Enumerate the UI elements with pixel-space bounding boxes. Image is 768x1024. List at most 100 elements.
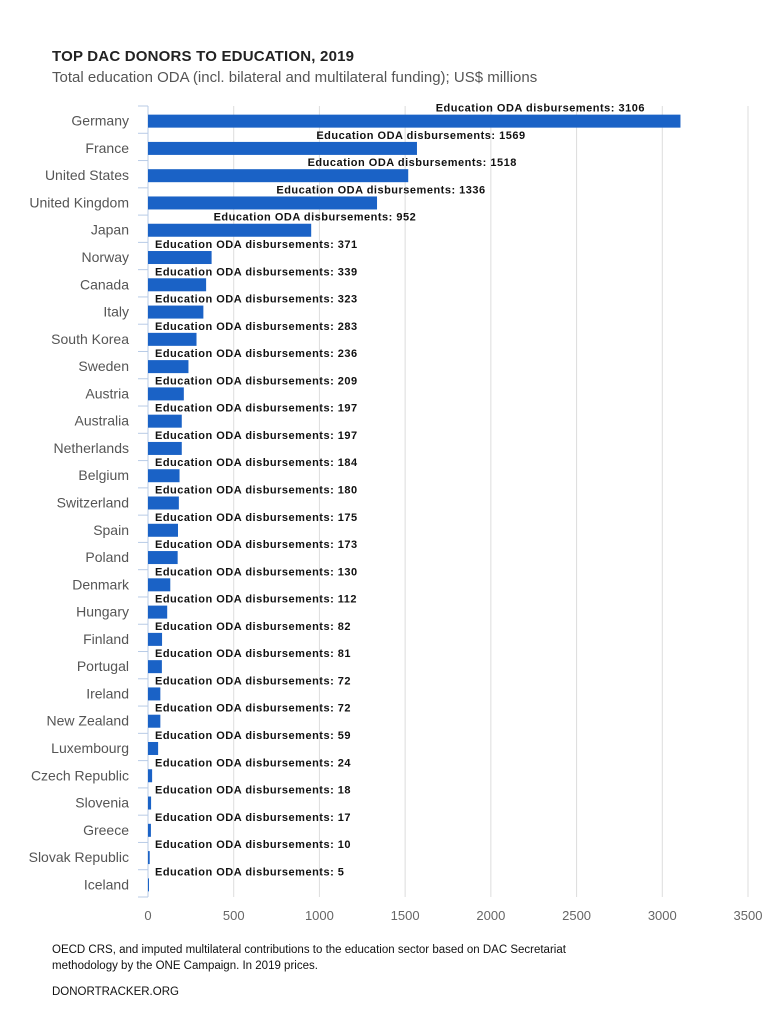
bar — [148, 660, 162, 674]
bar-chart: 0 500 1000 1500 2000 2500 3000 3500 Germany Educa… — [29, 103, 763, 923]
category-label: Norway — [82, 249, 129, 265]
bar — [148, 741, 159, 755]
data-label: Education ODA disbursements: 82 — [155, 621, 351, 633]
category-label: South Korea — [51, 331, 129, 347]
bar — [148, 496, 179, 510]
category-label: Ireland — [86, 685, 129, 701]
category-label: France — [85, 140, 129, 156]
data-label: Education ODA disbursements: 236 — [155, 348, 358, 360]
category-label: Iceland — [84, 876, 129, 892]
category-label: Canada — [80, 276, 129, 292]
data-label: Education ODA disbursements: 209 — [155, 375, 358, 387]
data-label: Education ODA disbursements: 371 — [155, 239, 358, 251]
data-label: Education ODA disbursements: 72 — [155, 703, 351, 715]
bar — [148, 796, 152, 810]
category-label: Slovak Republic — [29, 849, 129, 865]
data-label: Education ODA disbursements: 5 — [155, 866, 344, 878]
x-tick-label: 3000 — [648, 908, 677, 923]
x-tick-label: 2000 — [476, 908, 505, 923]
bar — [148, 169, 409, 183]
bar — [148, 196, 378, 210]
data-label: Education ODA disbursements: 197 — [155, 403, 358, 415]
site-credit: DONORTRACKER.ORG — [52, 986, 179, 998]
category-label: Finland — [83, 631, 129, 647]
category-label: United Kingdom — [29, 194, 129, 210]
bar — [148, 878, 149, 892]
category-label: Switzerland — [57, 495, 129, 511]
bar — [148, 714, 161, 728]
category-label: Czech Republic — [31, 767, 129, 783]
data-label: Education ODA disbursements: 24 — [155, 757, 351, 769]
bar — [148, 687, 161, 701]
data-label: Education ODA disbursements: 1336 — [276, 184, 485, 196]
bar — [148, 141, 417, 155]
chart-subtitle: Total education ODA (incl. bilateral and… — [52, 69, 538, 86]
category-label: Portugal — [77, 658, 129, 674]
x-tick-label: 0 — [144, 908, 151, 923]
data-label: Education ODA disbursements: 10 — [155, 839, 351, 851]
category-label: Poland — [85, 549, 129, 565]
data-label: Education ODA disbursements: 3106 — [436, 103, 645, 115]
data-label: Education ODA disbursements: 130 — [155, 566, 358, 578]
category-label: Slovenia — [75, 795, 129, 811]
category-label: Hungary — [76, 604, 129, 620]
bar — [148, 632, 163, 646]
bar — [148, 223, 312, 237]
category-label: Italy — [103, 304, 129, 320]
bar — [148, 523, 178, 537]
source-note: OECD CRS, and imputed multilateral contr… — [52, 944, 566, 972]
bar — [148, 251, 212, 265]
bar — [148, 469, 180, 483]
category-label: Luxembourg — [51, 740, 129, 756]
data-label: Education ODA disbursements: 59 — [155, 730, 351, 742]
bar — [148, 360, 189, 374]
data-label: Education ODA disbursements: 72 — [155, 675, 351, 687]
data-label: Education ODA disbursements: 17 — [155, 812, 351, 824]
x-tick-label: 500 — [223, 908, 245, 923]
chart-title: TOP DAC DONORS TO EDUCATION, 2019 — [52, 48, 355, 65]
bar — [148, 769, 153, 783]
bar — [148, 441, 182, 455]
bar — [148, 332, 197, 346]
category-label: Netherlands — [54, 440, 130, 456]
bar — [148, 823, 151, 837]
data-label: Education ODA disbursements: 175 — [155, 512, 358, 524]
data-label: Education ODA disbursements: 173 — [155, 539, 358, 551]
x-tick-label: 2500 — [562, 908, 591, 923]
bar — [148, 387, 184, 401]
category-label: Greece — [83, 822, 129, 838]
category-label: Australia — [75, 413, 130, 429]
category-label: Japan — [91, 222, 129, 238]
x-tick-label: 1000 — [305, 908, 334, 923]
data-label: Education ODA disbursements: 197 — [155, 430, 358, 442]
bar — [148, 278, 207, 292]
data-label: Education ODA disbursements: 18 — [155, 785, 351, 797]
bar — [148, 551, 178, 565]
category-label: Sweden — [78, 358, 129, 374]
bar — [148, 851, 150, 865]
bar — [148, 578, 171, 592]
data-label: Education ODA disbursements: 1569 — [316, 130, 525, 142]
category-label: Spain — [93, 522, 129, 538]
bar — [148, 305, 204, 319]
category-label: Germany — [71, 113, 129, 129]
data-label: Education ODA disbursements: 1518 — [308, 157, 517, 169]
data-label: Education ODA disbursements: 184 — [155, 457, 358, 469]
bar — [148, 605, 168, 619]
data-label: Education ODA disbursements: 952 — [214, 212, 417, 224]
data-label: Education ODA disbursements: 283 — [155, 321, 358, 333]
category-label: United States — [45, 167, 129, 183]
category-label: Belgium — [78, 467, 129, 483]
data-label: Education ODA disbursements: 323 — [155, 294, 358, 306]
bar — [148, 114, 681, 128]
data-label: Education ODA disbursements: 339 — [155, 266, 358, 278]
category-label: Austria — [85, 385, 129, 401]
x-tick-label: 1500 — [391, 908, 420, 923]
data-label: Education ODA disbursements: 112 — [155, 594, 357, 606]
category-label: Denmark — [72, 576, 130, 592]
data-label: Education ODA disbursements: 81 — [155, 648, 351, 660]
x-tick-label: 3500 — [734, 908, 763, 923]
category-label: New Zealand — [47, 713, 130, 729]
bar — [148, 414, 182, 428]
data-label: Education ODA disbursements: 180 — [155, 485, 358, 497]
